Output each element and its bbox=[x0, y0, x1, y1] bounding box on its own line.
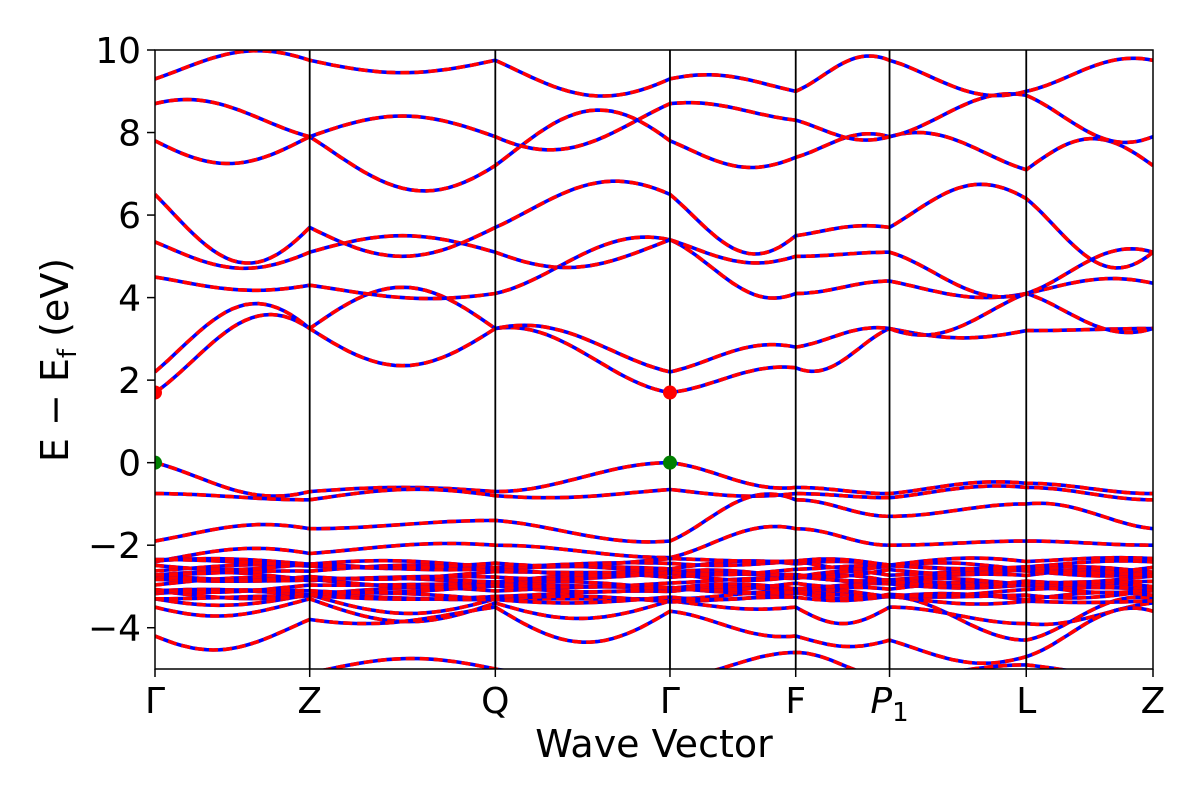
y-tick-label-0: −4 bbox=[88, 609, 141, 650]
y-tick-label-5: 6 bbox=[118, 196, 141, 237]
band-dense-15-fit bbox=[155, 555, 1153, 570]
band-10-fit bbox=[155, 492, 1153, 544]
cbm-marker-0 bbox=[155, 385, 162, 400]
band-dense-10-fit bbox=[155, 568, 1153, 583]
y-tick-label-3: 2 bbox=[118, 361, 141, 402]
band-dense-14-fit bbox=[155, 556, 1153, 571]
y-tick-label-6: 8 bbox=[118, 114, 141, 155]
band-15-fit bbox=[320, 650, 1071, 669]
y-axis-label-main: E − E bbox=[33, 358, 77, 462]
y-tick-label-1: −2 bbox=[88, 526, 141, 567]
y-axis-ticks: −4 −2 0 2 4 6 8 10 bbox=[88, 31, 155, 650]
vbm-marker-2 bbox=[155, 455, 162, 470]
x-tick-label-0: Γ bbox=[145, 681, 165, 722]
x-tick-label-2: Q bbox=[481, 681, 509, 722]
band-9-fit bbox=[155, 484, 1153, 502]
plot-frame bbox=[154, 49, 1154, 670]
y-tick-label-4: 4 bbox=[118, 279, 141, 320]
band-edge-markers bbox=[155, 385, 677, 470]
band-3-dft bbox=[155, 233, 1153, 299]
x-tick-label-5: P1 bbox=[870, 681, 908, 728]
y-axis-label-unit: (eV) bbox=[33, 258, 77, 349]
x-axis-ticks: Γ Z Q Γ F P1 L Z bbox=[145, 669, 1165, 728]
band-4-fit bbox=[155, 179, 1153, 270]
x-tick-label-6: L bbox=[1016, 681, 1036, 722]
band-12-fit bbox=[155, 588, 1153, 642]
x-tick-label-7: Z bbox=[1141, 681, 1166, 722]
bands-layer bbox=[155, 50, 1153, 669]
band-dense-4-fit bbox=[155, 580, 1153, 595]
band-0-fit bbox=[155, 285, 1153, 395]
vbm-marker-3 bbox=[662, 455, 677, 470]
cbm-marker-1 bbox=[662, 385, 677, 400]
band-8-fit bbox=[155, 460, 1153, 498]
band-1-fit bbox=[155, 291, 1153, 374]
x-axis-label: Wave Vector bbox=[535, 722, 773, 766]
band-dense-5-fit bbox=[155, 579, 1153, 595]
y-tick-label-2: 0 bbox=[118, 444, 141, 485]
band-7-fit bbox=[155, 50, 1153, 98]
x-tick-label-1: Z bbox=[297, 681, 322, 722]
kpath-lines bbox=[308, 50, 1028, 669]
y-tick-label-7: 10 bbox=[95, 31, 141, 72]
y-axis-label: E − Ef (eV) bbox=[33, 258, 83, 462]
x-tick-label-3: Γ bbox=[660, 681, 680, 722]
band-dense-2-fit bbox=[155, 585, 1153, 601]
band-5-fit bbox=[155, 108, 1153, 193]
band-14-fit bbox=[155, 605, 1153, 665]
band-13-fit bbox=[155, 596, 1153, 627]
x-tick-label-4: F bbox=[785, 681, 806, 722]
band-11-fit bbox=[155, 524, 1153, 564]
y-axis-label-sub: f bbox=[53, 348, 83, 358]
